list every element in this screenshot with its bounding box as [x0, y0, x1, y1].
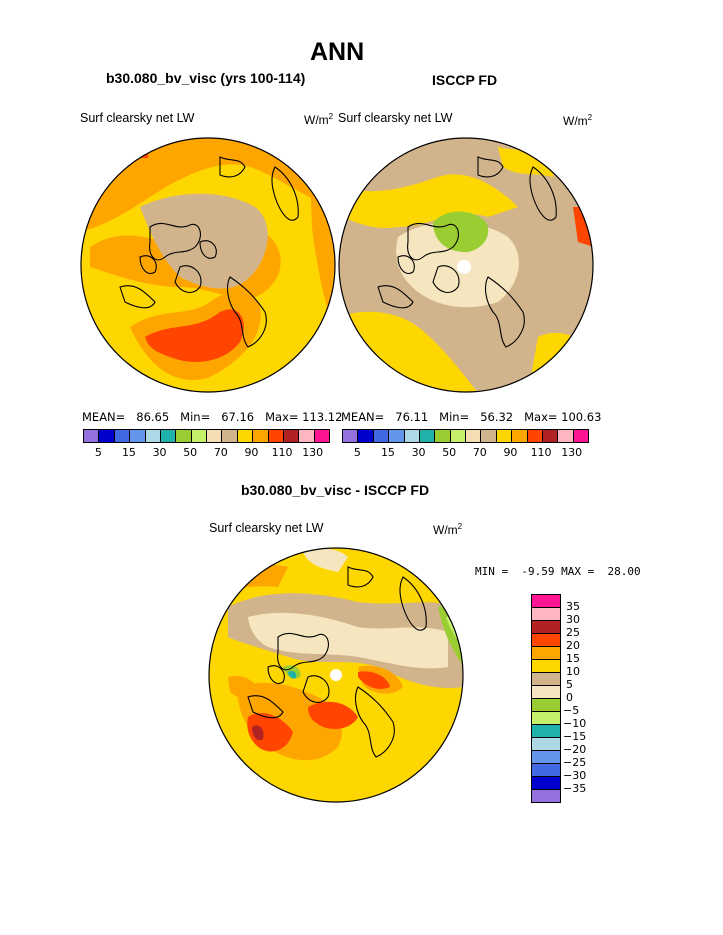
colorbar-swatch	[481, 430, 497, 442]
colorbar-swatch	[532, 660, 560, 673]
colorbar-swatch	[532, 634, 560, 647]
colorbar-swatch	[532, 777, 560, 790]
colorbar-tick-label: 35	[566, 600, 580, 613]
left-panel-title: b30.080_bv_visc (yrs 100-114)	[106, 70, 306, 86]
model-colorbar	[83, 429, 330, 443]
colorbar-swatch	[532, 790, 560, 802]
colorbar-tick-label: −15	[563, 730, 587, 743]
colorbar-swatch	[114, 430, 131, 442]
colorbar-swatch	[130, 430, 146, 442]
colorbar-swatch	[496, 430, 513, 442]
model-polar-map	[80, 137, 336, 393]
colorbar-tick-label: 0	[566, 691, 573, 704]
main-title: ANN	[310, 38, 365, 66]
colorbar-tick-label: −20	[563, 743, 587, 756]
colorbar-tick-label: 20	[566, 639, 580, 652]
left-units: W/m2	[304, 112, 334, 127]
colorbar-tick-label: 30	[566, 613, 580, 626]
obs-colorbar	[342, 429, 589, 443]
colorbar-swatch	[404, 430, 420, 442]
colorbar-swatch	[532, 608, 560, 621]
colorbar-tick-label: 5	[566, 678, 573, 691]
colorbar-swatch	[299, 430, 315, 442]
colorbar-swatch	[532, 647, 560, 660]
obs-stats: MEAN= 76.11 Min= 56.32 Max= 100.63	[341, 410, 602, 424]
colorbar-tick-label: 70	[213, 446, 228, 459]
colorbar-swatch	[532, 764, 560, 777]
diff-units: W/m2	[433, 522, 463, 537]
model-stats: MEAN= 86.65 Min= 67.16 Max= 113.12	[82, 410, 343, 424]
colorbar-tick-label: 15	[121, 446, 136, 459]
colorbar-swatch	[160, 430, 177, 442]
colorbar-swatch	[222, 430, 238, 442]
colorbar-swatch	[314, 430, 329, 442]
right-units: W/m2	[563, 113, 593, 128]
colorbar-swatch	[358, 430, 374, 442]
colorbar-swatch	[343, 430, 359, 442]
diff-stats: MIN = -9.59 MAX = 28.00	[475, 565, 641, 578]
colorbar-tick-label: 10	[566, 665, 580, 678]
colorbar-tick-label: 25	[566, 626, 580, 639]
colorbar-swatch	[373, 430, 390, 442]
colorbar-swatch	[532, 673, 560, 686]
colorbar-swatch	[532, 712, 560, 725]
colorbar-swatch	[527, 430, 543, 442]
colorbar-swatch	[558, 430, 574, 442]
colorbar-tick-label: −5	[563, 704, 580, 717]
diff-colorbar	[531, 594, 561, 803]
colorbar-tick-label: 5	[94, 446, 102, 459]
colorbar-swatch	[532, 595, 560, 608]
colorbar-tick-label: 15	[566, 652, 580, 665]
diff-field-label: Surf clearsky net LW	[209, 521, 324, 535]
colorbar-swatch	[435, 430, 451, 442]
colorbar-swatch	[268, 430, 284, 442]
colorbar-tick-label: 50	[442, 446, 457, 459]
colorbar-tick-label: 70	[472, 446, 487, 459]
colorbar-swatch	[283, 430, 300, 442]
colorbar-swatch	[573, 430, 588, 442]
colorbar-tick-label: 5	[353, 446, 361, 459]
right-field-label: Surf clearsky net LW	[338, 111, 453, 125]
colorbar-swatch	[419, 430, 436, 442]
colorbar-tick-label: 110	[271, 446, 293, 459]
colorbar-swatch	[84, 430, 100, 442]
colorbar-swatch	[532, 725, 560, 738]
diff-panel-title: b30.080_bv_visc - ISCCP FD	[241, 482, 430, 498]
colorbar-swatch	[253, 430, 269, 442]
colorbar-swatch	[191, 430, 207, 442]
colorbar-tick-label: 130	[561, 446, 583, 459]
obs-polar-map	[338, 137, 594, 393]
colorbar-tick-label: −30	[563, 769, 587, 782]
colorbar-swatch	[450, 430, 466, 442]
diff-polar-map	[208, 547, 464, 803]
colorbar-swatch	[207, 430, 223, 442]
colorbar-tick-label: −25	[563, 756, 587, 769]
right-panel-title: ISCCP FD	[432, 72, 498, 88]
colorbar-swatch	[532, 738, 560, 751]
colorbar-tick-label: 110	[530, 446, 552, 459]
colorbar-tick-label: 15	[380, 446, 395, 459]
colorbar-swatch	[176, 430, 192, 442]
colorbar-swatch	[532, 686, 560, 699]
colorbar-tick-label: 90	[503, 446, 518, 459]
left-field-label: Surf clearsky net LW	[80, 111, 195, 125]
colorbar-tick-label: 50	[183, 446, 198, 459]
colorbar-swatch	[532, 699, 560, 712]
colorbar-swatch	[99, 430, 115, 442]
colorbar-tick-label: −35	[563, 782, 587, 795]
colorbar-tick-label: −10	[563, 717, 587, 730]
colorbar-tick-label: 130	[302, 446, 324, 459]
colorbar-swatch	[532, 621, 560, 634]
colorbar-swatch	[389, 430, 405, 442]
colorbar-tick-label: 30	[411, 446, 426, 459]
colorbar-swatch	[542, 430, 559, 442]
colorbar-tick-label: 90	[244, 446, 259, 459]
colorbar-swatch	[532, 751, 560, 764]
colorbar-swatch	[466, 430, 482, 442]
colorbar-swatch	[512, 430, 528, 442]
colorbar-tick-label: 30	[152, 446, 167, 459]
colorbar-swatch	[145, 430, 161, 442]
colorbar-swatch	[237, 430, 254, 442]
